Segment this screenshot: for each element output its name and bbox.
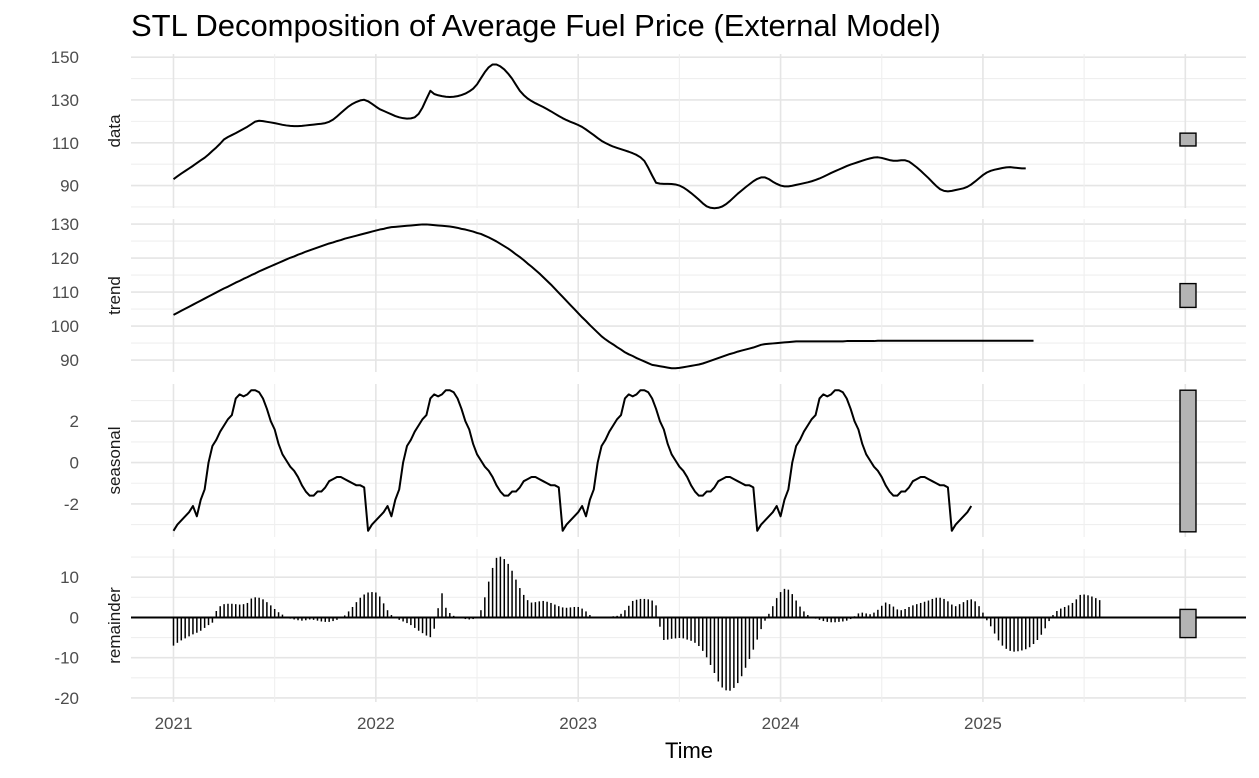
- chart-title: STL Decomposition of Average Fuel Price …: [131, 8, 941, 43]
- trend-series-line: [173, 223, 1034, 370]
- y-tick-label: 2: [70, 412, 79, 431]
- seasonal-series-line: [172, 389, 973, 532]
- x-axis-title: Time: [665, 738, 713, 763]
- x-tick-label: 2022: [357, 714, 395, 733]
- panels: [131, 63, 1246, 691]
- tick-labels: 2021 2022 2023 2024 202590110130150data90100…: [51, 48, 1002, 733]
- x-tick-label: 2023: [559, 714, 597, 733]
- panel-label: trend: [105, 276, 124, 315]
- y-tick-label: 90: [60, 351, 79, 370]
- y-tick-label: 110: [52, 283, 79, 302]
- y-tick-label: -20: [54, 689, 79, 708]
- remainder-range-bar: [1179, 608, 1197, 639]
- y-tick-label: 120: [51, 249, 79, 268]
- x-tick-label: 2021: [155, 714, 193, 733]
- trend-range-bar: [1179, 282, 1197, 309]
- y-tick-label: 10: [60, 568, 79, 587]
- data-series-line: [172, 63, 1026, 210]
- y-tick-label: -10: [54, 649, 79, 668]
- panel-label: remainder: [105, 587, 124, 664]
- y-tick-label: -2: [64, 495, 79, 514]
- y-tick-label: 150: [51, 48, 79, 67]
- y-tick-label: 130: [51, 91, 79, 110]
- y-tick-label: 100: [51, 317, 79, 336]
- y-tick-label: 130: [51, 215, 79, 234]
- y-tick-label: 90: [60, 177, 79, 196]
- y-tick-label: 110: [52, 134, 79, 153]
- y-tick-label: 0: [70, 454, 79, 473]
- x-tick-label: 2025: [964, 714, 1002, 733]
- x-tick-label: 2024: [762, 714, 800, 733]
- seasonal-range-bar: [1179, 389, 1197, 533]
- grid-lines: [131, 54, 1246, 702]
- panel-label: data: [105, 114, 124, 148]
- y-tick-label: 0: [70, 608, 79, 627]
- data-range-bar: [1179, 132, 1197, 147]
- panel-label: seasonal: [105, 426, 124, 494]
